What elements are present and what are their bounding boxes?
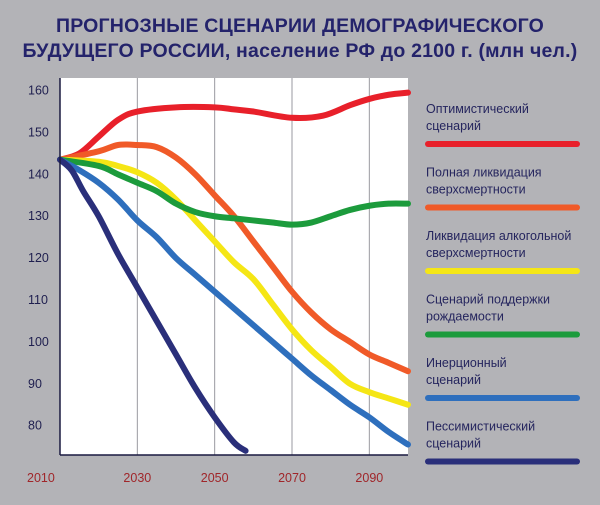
axes [59,78,408,456]
y-tick-label-150: 150 [28,125,49,139]
chart-title-line-2: БУДУЩЕГО РОССИИ, население РФ до 2100 г.… [22,40,578,62]
legend-label-line-1: Пессимистический [426,420,535,434]
x-axis-ticks: 2010 2030 2050 2070 2090 [27,471,383,485]
legend-item-5: Инерционный сценарий [425,356,580,401]
x-tick-label-2010: 2010 [27,471,55,485]
legend-item-4: Сценарий поддержки рождаемости [425,293,580,338]
series-lines [57,89,411,454]
plot-area [60,78,408,455]
y-tick-label-130: 130 [28,209,49,223]
plot-background [60,78,408,455]
y-tick-label-110: 110 [28,293,48,307]
legend-item-6: Пессимистический сценарий [425,420,580,465]
y-tick-label-140: 140 [28,167,49,181]
grid-lines [136,78,370,455]
legend-label-line-1: Полная ликвидация [426,166,542,180]
x-tick-label-2070: 2070 [278,471,306,485]
y-tick-label-100: 100 [28,335,49,349]
legend-label-line-2: сверхсмертности [426,183,526,197]
y-tick-label-80: 80 [28,419,42,433]
legend-item-3: Ликвидация алкогольной сверхсмертности [425,229,580,274]
x-tick-label-2090: 2090 [355,471,383,485]
legend-label-line-1: Инерционный [426,356,507,370]
x-tick-label-2030: 2030 [123,471,151,485]
y-tick-label-160: 160 [28,84,49,98]
chart-title: ПРОГНОЗНЫЕ СЦЕНАРИИ ДЕМОГРАФИЧЕСКОГО БУД… [0,14,600,64]
y-axis-ticks: 80 90 100 110 120 130 140 150 160 [28,84,49,433]
x-tick-label-2050: 2050 [201,471,229,485]
chart-title-line-1: ПРОГНОЗНЫЕ СЦЕНАРИИ ДЕМОГРАФИЧЕСКОГО [56,15,544,37]
legend-label-line-2: рождаемости [426,310,504,324]
series-line-3 [57,156,411,408]
legend-label-line-1: Оптимистический [426,102,529,116]
series-line-1 [57,89,411,163]
y-tick-label-90: 90 [28,377,42,391]
series-line-5 [57,156,411,448]
legend-label-line-2: сверхсмертности [426,246,526,260]
series-line-6 [57,156,249,454]
legend-label-line-2: сценарий [426,373,481,387]
legend-label-line-1: Ликвидация алкогольной [426,229,571,243]
series-line-4 [57,156,411,228]
legend-item-1: Оптимистический сценарий [425,102,580,147]
legend-label-line-2: сценарий [426,119,481,133]
y-tick-label-120: 120 [28,251,49,265]
legend: Оптимистический сценарий Полная ликвидация… [425,102,580,465]
legend-item-2: Полная ликвидация сверхсмертности [425,166,580,211]
legend-label-line-2: сценарий [426,437,481,451]
legend-label-line-1: Сценарий поддержки [426,293,550,307]
series-line-2 [57,141,411,375]
